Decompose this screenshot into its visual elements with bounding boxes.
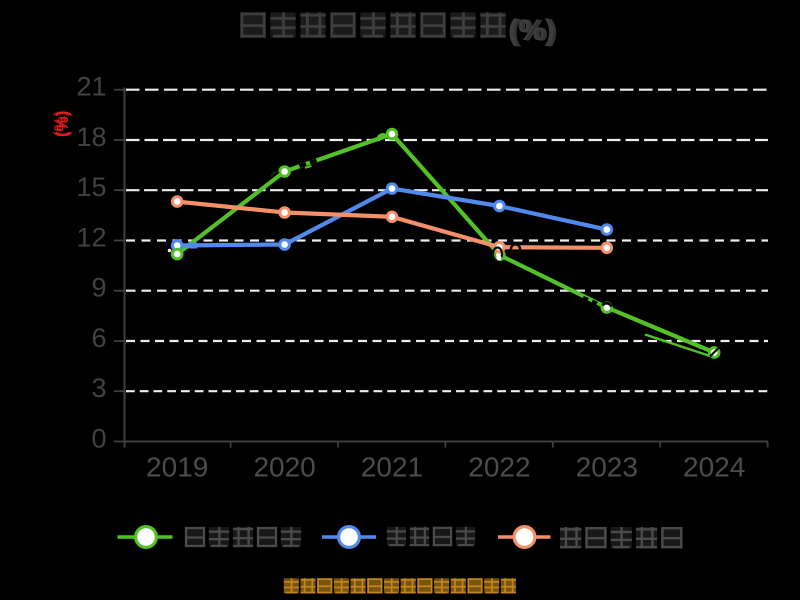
svg-text:21: 21: [76, 72, 106, 102]
svg-text:(%): (%): [53, 111, 72, 137]
svg-text:2023: 2023: [576, 452, 638, 483]
svg-text:(%): (%): [508, 14, 555, 47]
svg-text:3: 3: [91, 373, 106, 403]
svg-text:(%): (%): [511, 15, 558, 48]
svg-text:2020: 2020: [253, 452, 315, 483]
svg-text:15: 15: [76, 172, 106, 202]
svg-text:6: 6: [91, 323, 106, 353]
svg-text:12: 12: [76, 223, 106, 253]
svg-text:2022: 2022: [468, 452, 530, 483]
svg-text:2024: 2024: [683, 452, 745, 483]
svg-text:18: 18: [76, 122, 106, 152]
svg-text:2019: 2019: [146, 452, 208, 483]
svg-text:9: 9: [91, 273, 106, 303]
svg-text:0: 0: [91, 424, 106, 454]
svg-text:2021: 2021: [361, 452, 423, 483]
svg-text:(%): (%): [51, 111, 70, 137]
